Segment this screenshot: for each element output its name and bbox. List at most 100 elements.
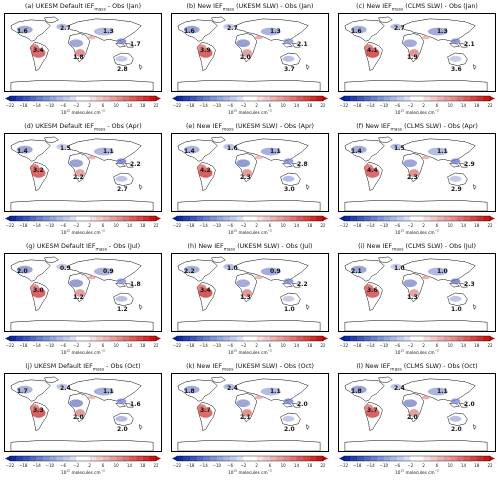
colorbar-tick-label: 6 xyxy=(101,463,105,468)
map-panel: (h) New IEFmass (UKESM SLW) - Obs (Jul) 2… xyxy=(167,240,333,360)
region-value-label: 1.0 xyxy=(437,268,448,275)
negative-anomaly xyxy=(69,39,83,48)
continent-outline xyxy=(125,402,134,408)
colorbar-segment xyxy=(43,216,51,221)
region-value-label: 3.7 xyxy=(367,407,378,414)
colorbar-segment xyxy=(463,336,471,341)
colorbar-segment xyxy=(250,336,257,341)
colorbar-segment xyxy=(377,456,385,461)
colorbar-segment xyxy=(149,216,157,221)
colorbar-segment xyxy=(483,96,491,101)
colorbar-segment xyxy=(96,456,104,461)
region-value-label: 3.4 xyxy=(200,287,211,294)
colorbar-segment xyxy=(36,96,44,101)
colorbar-tick-label: 2 xyxy=(88,463,91,468)
units-exponent: 15 xyxy=(233,108,238,113)
colorbar-segment xyxy=(430,456,438,461)
colorbar-min-arrow xyxy=(339,96,344,101)
colorbar-tick-label: −18 xyxy=(19,463,28,468)
colorbar-segment xyxy=(463,96,471,101)
colorbar-tick-label: −10 xyxy=(379,223,389,228)
region-value-label: 1.6 xyxy=(130,401,141,408)
colorbar-tick-label: −22 xyxy=(339,223,349,228)
colorbar-tick-label: −10 xyxy=(45,103,55,108)
colorbar-tick-label: −6 xyxy=(227,463,234,468)
negative-anomaly xyxy=(236,39,250,48)
colorbar-segment xyxy=(116,456,124,461)
region-value-label: 1.5 xyxy=(394,145,405,152)
colorbar-segment xyxy=(443,456,451,461)
continent-outline xyxy=(344,440,488,451)
units-text: molecules cm xyxy=(71,230,101,235)
world-map: 2.0 0.9 0.9 1.8 3.0 1.2 1.2 xyxy=(4,253,162,332)
colorbar-tick-label: 22 xyxy=(153,463,159,468)
colorbar-tick-label: 14 xyxy=(126,343,132,348)
negative-anomaly xyxy=(16,25,33,34)
continent-outline xyxy=(125,162,134,168)
colorbar-ticks: −22 −18 −14 −10 −6 −2 2 6 10 14 18 22 xyxy=(340,463,493,469)
colorbar-tick-label: −2 xyxy=(73,223,80,228)
colorbar-border xyxy=(176,455,324,462)
colorbar-segment xyxy=(443,96,451,101)
negative-anomaly xyxy=(350,265,367,274)
negative-anomaly xyxy=(450,278,461,285)
colorbar-segment xyxy=(29,216,37,221)
colorbar-tick-label: −2 xyxy=(407,223,414,228)
colorbar-segment xyxy=(350,336,358,341)
world-map: 1.8 2.4 1.1 2.0 3.7 2.1 2.0 xyxy=(171,373,329,452)
region-value-label: 1.4 xyxy=(351,148,362,155)
units-exponent: 15 xyxy=(400,468,405,473)
colorbar-segment xyxy=(63,456,70,461)
panel-title-subscript: mass xyxy=(94,7,106,12)
colorbar-ticks: −22 −18 −14 −10 −6 −2 2 6 10 14 18 22 xyxy=(340,343,493,349)
colorbar-tick-label: 10 xyxy=(280,103,286,108)
negative-anomaly xyxy=(116,278,127,285)
panel-title-suffix: - Obs (Jul) xyxy=(107,243,141,250)
colorbar-tick-label: −18 xyxy=(353,463,362,468)
colorbar-units: 1015 molecules cm−2 xyxy=(334,468,500,476)
colorbar-min-arrow xyxy=(172,336,177,341)
colorbar-segment xyxy=(289,96,297,101)
negative-anomaly xyxy=(350,385,367,394)
colorbar-tick-label: −10 xyxy=(379,103,389,108)
positive-anomaly xyxy=(87,155,96,160)
colorbar-segment xyxy=(470,336,477,341)
colorbar-tick-label: 6 xyxy=(268,103,272,108)
colorbar-segment xyxy=(357,216,365,221)
negative-anomaly xyxy=(390,383,403,390)
region-value-label: 2.1 xyxy=(297,41,308,48)
negative-anomaly xyxy=(116,158,127,165)
colorbar-units: 1015 molecules cm−2 xyxy=(167,469,333,476)
colorbar-segment xyxy=(344,216,351,221)
colorbar-segment xyxy=(463,456,471,461)
continent-outline xyxy=(305,64,310,71)
colorbar-segment xyxy=(83,456,90,461)
colorbar-max-arrow xyxy=(323,96,328,101)
units-base: 10 xyxy=(228,230,234,235)
region-value-label: 1.1 xyxy=(270,148,281,155)
region-value-label: 1.9 xyxy=(407,54,418,61)
colorbar-segment xyxy=(483,216,491,221)
colorbar-border xyxy=(176,95,324,102)
continent-outline xyxy=(138,424,143,431)
colorbar-tick-label: −22 xyxy=(5,223,15,228)
continent-outline xyxy=(125,42,134,48)
colorbar-tick-label: −14 xyxy=(32,103,41,108)
colorbar-tick-label: 2 xyxy=(422,223,425,228)
colorbar-units: 1015 molecules cm−2 xyxy=(334,349,500,356)
colorbar-segment xyxy=(83,96,90,101)
colorbar-tick-label: 2 xyxy=(255,223,258,228)
colorbar xyxy=(172,95,328,102)
positive-anomaly xyxy=(29,44,40,53)
colorbar-tick-label: 22 xyxy=(153,103,159,108)
negative-anomaly xyxy=(260,267,281,276)
colorbar-tick-label: 10 xyxy=(447,223,453,228)
colorbar-segment xyxy=(36,216,44,221)
colorbar-tick-label: −18 xyxy=(353,223,362,228)
positive-anomaly xyxy=(75,169,85,177)
colorbar-segment xyxy=(283,216,291,221)
colorbar-tick-label: −2 xyxy=(240,463,247,468)
colorbar-tick-label: 22 xyxy=(487,223,493,228)
continent-outline xyxy=(211,376,226,384)
negative-anomaly xyxy=(449,55,462,62)
